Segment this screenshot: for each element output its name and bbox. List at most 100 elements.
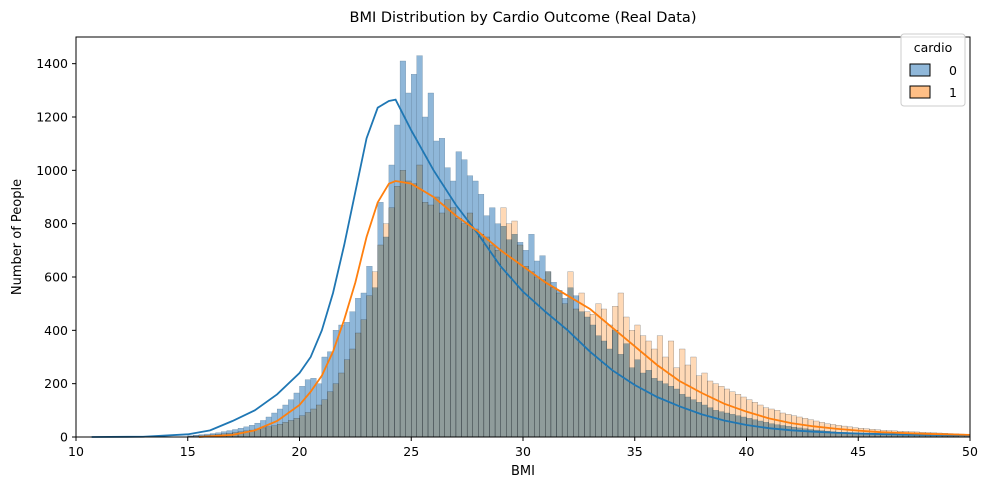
histogram-bar (399, 170, 406, 438)
histogram-bar (455, 218, 462, 438)
histogram-bar (517, 244, 524, 438)
histogram-bar (768, 408, 775, 438)
histogram-bar (550, 287, 557, 438)
x-tick-label: 40 (739, 444, 755, 459)
histogram-bar (511, 220, 518, 438)
histogram-bar (321, 399, 328, 438)
histogram-bar (483, 236, 490, 438)
histogram-bar (271, 425, 278, 438)
legend-label-1: 1 (949, 85, 957, 100)
histogram-bar (701, 372, 708, 438)
y-axis-ticks: 0 200 400 600 800 1000 1200 1400 (36, 56, 76, 445)
histogram-bar (601, 308, 607, 438)
kde-line-1 (198, 180, 971, 438)
histogram-bar (288, 420, 295, 438)
y-tick-label: 200 (44, 376, 68, 391)
histogram-bar (466, 212, 473, 438)
histogram-bar (858, 428, 864, 438)
histogram-bar (355, 332, 362, 438)
histogram-bar (634, 324, 641, 438)
histogram-bar (539, 279, 546, 438)
histogram-bar (740, 396, 747, 438)
x-tick-label: 15 (180, 444, 196, 459)
x-tick-label: 30 (515, 444, 531, 459)
x-tick-label: 25 (403, 444, 419, 459)
histogram-bar (852, 427, 859, 438)
chart-title: BMI Distribution by Cardio Outcome (Real… (350, 10, 697, 26)
histogram-bar (746, 399, 753, 438)
histogram-bar (684, 364, 691, 438)
histogram-bar (779, 412, 786, 438)
histogram-bar (377, 244, 384, 438)
histogram-bar (818, 422, 825, 438)
x-tick-label: 45 (850, 444, 866, 459)
histogram-bar (383, 223, 390, 438)
histogram-bar (276, 424, 283, 438)
histogram-bar (589, 314, 596, 438)
histogram-bar (439, 212, 445, 438)
histogram-bar (729, 391, 736, 438)
histogram-bar (763, 407, 770, 438)
histogram-bar (606, 324, 613, 438)
histogram-bar (578, 292, 585, 438)
histogram-bar (461, 223, 468, 438)
y-tick-label: 600 (44, 270, 68, 285)
legend-label-0: 0 (949, 63, 957, 78)
histogram-bar (411, 183, 417, 438)
y-tick-label: 1200 (36, 110, 68, 125)
histogram-bar (617, 292, 624, 438)
histogram-bar (802, 418, 809, 438)
histogram-bar (360, 319, 367, 438)
histogram-bar (478, 234, 485, 438)
histogram-bar (830, 424, 837, 438)
histogram-bar (712, 383, 719, 438)
histogram-bar (405, 180, 412, 438)
y-tick-label: 1400 (36, 56, 68, 71)
kde-line-0 (91, 98, 971, 438)
x-tick-label: 20 (292, 444, 308, 459)
histogram-bar (265, 426, 272, 438)
histogram-bar (310, 408, 317, 438)
histogram-bar (724, 388, 730, 438)
y-tick-label: 800 (44, 216, 68, 231)
histogram-bar (332, 383, 339, 438)
histogram-bar (450, 207, 457, 438)
histogram-bar (416, 164, 423, 438)
y-axis-label: Number of People (10, 179, 25, 295)
histogram-bar (757, 404, 764, 438)
histogram-bar (813, 420, 820, 438)
histogram-bar (394, 186, 401, 438)
histogram-bar (327, 391, 334, 438)
histogram-bar (500, 207, 507, 438)
histogram-bar (293, 418, 300, 438)
histogram-bar (573, 308, 580, 438)
legend-swatch-0 (909, 63, 931, 77)
histogram-bar (304, 412, 311, 438)
histogram-bar (707, 380, 714, 438)
histogram-bar (718, 386, 725, 438)
histogram-bar (668, 340, 675, 438)
histogram-bar (260, 427, 267, 438)
histogram-bar (371, 271, 378, 438)
histogram-bar (807, 419, 814, 438)
histogram-bar (785, 414, 792, 438)
histogram-bar (299, 415, 306, 438)
histogram-bar (545, 271, 552, 438)
histogram-bar (366, 295, 373, 438)
histogram-bar (595, 303, 602, 438)
histogram-bar (433, 196, 440, 438)
histogram-bar (422, 202, 429, 438)
y-tick-label: 1000 (36, 163, 68, 178)
x-tick-label: 35 (627, 444, 643, 459)
histogram-bar (388, 207, 395, 438)
histogram-bar (584, 311, 591, 438)
histogram-bar (472, 228, 479, 438)
histogram-bar (489, 244, 496, 438)
histogram-bar (494, 250, 501, 438)
histogram-bar (561, 303, 568, 438)
histogram-bar (282, 422, 289, 438)
x-tick-label: 50 (962, 444, 978, 459)
legend: cardio 0 1 (900, 33, 966, 107)
histogram-bar (824, 423, 831, 438)
